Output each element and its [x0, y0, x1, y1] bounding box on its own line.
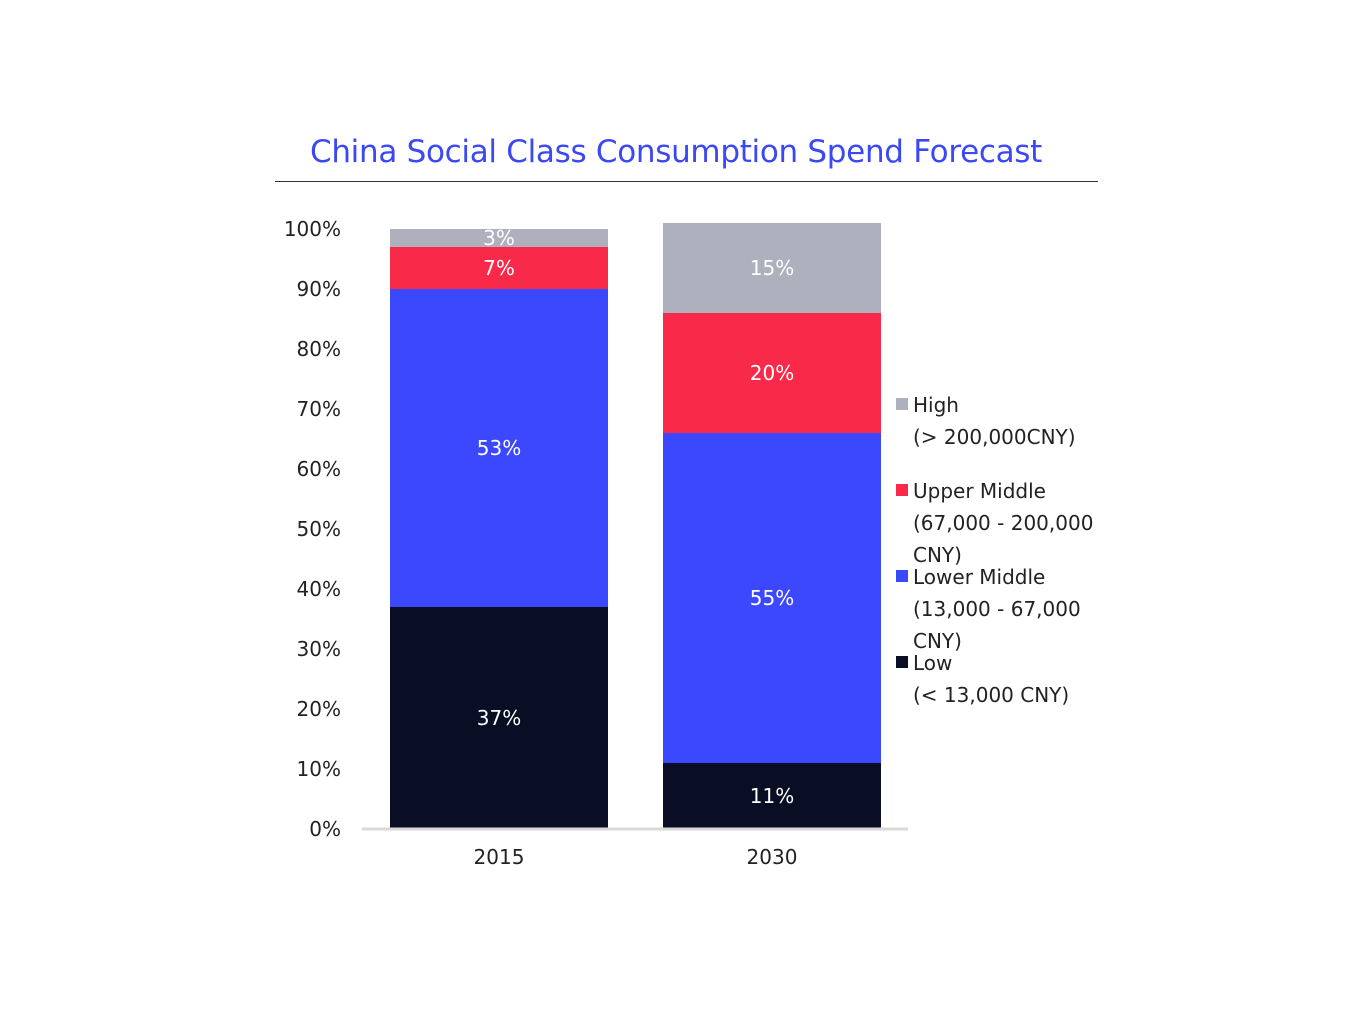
- y-tick-label: 100%: [284, 217, 341, 241]
- legend-swatch: [896, 570, 908, 582]
- y-tick-label: 20%: [297, 697, 341, 721]
- y-tick-label: 10%: [297, 757, 341, 781]
- bar-segment: [390, 289, 608, 607]
- legend-swatch: [896, 484, 908, 496]
- legend-note: (< 13,000 CNY): [913, 683, 1069, 707]
- y-axis: 0% 10% 20% 30% 40% 50% 60% 70% 80% 90% 100%: [284, 217, 341, 841]
- y-tick-label: 50%: [297, 517, 341, 541]
- bar-segment: [390, 229, 608, 247]
- y-tick-label: 60%: [297, 457, 341, 481]
- y-tick-label: 90%: [297, 277, 341, 301]
- legend-label: Lower Middle: [913, 565, 1045, 589]
- bar-segment: [663, 763, 881, 829]
- legend-label: Upper Middle: [913, 479, 1046, 503]
- legend-label: High: [913, 393, 959, 417]
- title-divider: [275, 181, 1098, 182]
- y-tick-label: 40%: [297, 577, 341, 601]
- data-label: 3%: [483, 226, 515, 250]
- legend-swatch: [896, 398, 908, 410]
- x-axis: 2015 2030: [474, 845, 798, 869]
- y-tick-label: 80%: [297, 337, 341, 361]
- bar-segment: [390, 247, 608, 289]
- bars: 37% 53% 7% 3% 11% 55% 20% 15%: [390, 223, 881, 829]
- legend: High (> 200,000CNY) Upper Middle (67,000 - …: [896, 393, 1093, 707]
- bar-segment: [663, 433, 881, 763]
- data-label: 55%: [750, 586, 794, 610]
- data-label: 7%: [483, 256, 515, 280]
- data-label: 53%: [477, 436, 521, 460]
- x-tick-label: 2015: [474, 845, 525, 869]
- legend-note: (> 200,000CNY): [913, 425, 1076, 449]
- bar-segment: [663, 313, 881, 433]
- legend-note: (13,000 - 67,000: [913, 597, 1081, 621]
- bar-segment: [390, 607, 608, 829]
- legend-note: CNY): [913, 543, 962, 567]
- data-label: 20%: [750, 361, 794, 385]
- legend-note: (67,000 - 200,000: [913, 511, 1093, 535]
- data-label: 37%: [477, 706, 521, 730]
- x-tick-label: 2030: [747, 845, 798, 869]
- y-tick-label: 0%: [309, 817, 341, 841]
- y-tick-label: 70%: [297, 397, 341, 421]
- data-label: 11%: [750, 784, 794, 808]
- chart-title: China Social Class Consumption Spend For…: [309, 134, 1043, 170]
- data-label: 15%: [750, 256, 794, 280]
- legend-swatch: [896, 656, 908, 668]
- bar-segment: [663, 223, 881, 313]
- y-tick-label: 30%: [297, 637, 341, 661]
- legend-note: CNY): [913, 629, 962, 653]
- legend-label: Low: [913, 651, 952, 675]
